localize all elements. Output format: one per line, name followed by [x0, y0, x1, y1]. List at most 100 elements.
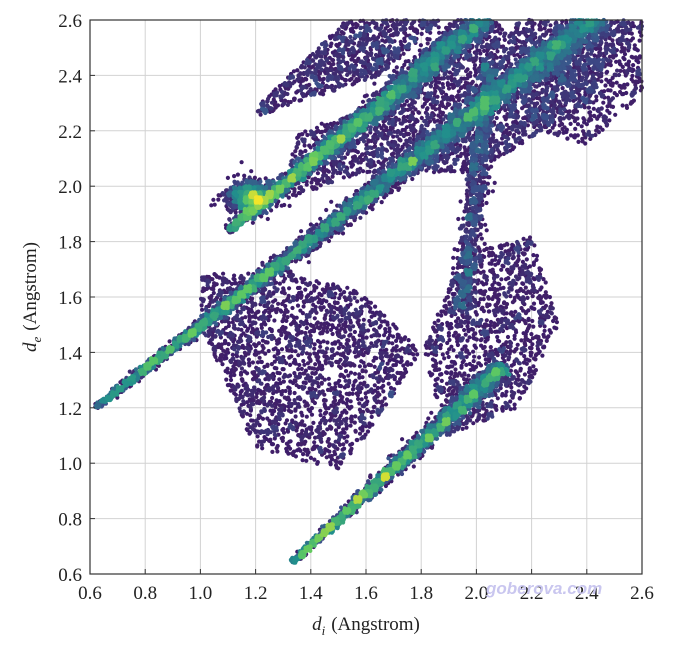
- data-point: [269, 100, 275, 105]
- data-point: [383, 483, 388, 489]
- data-point: [530, 369, 535, 374]
- data-point: [326, 356, 331, 361]
- data-point: [456, 216, 461, 222]
- data-point: [449, 359, 454, 364]
- data-point: [512, 349, 517, 354]
- data-point: [605, 104, 610, 109]
- data-point: [366, 362, 371, 367]
- data-point: [223, 331, 228, 336]
- data-point: [602, 89, 607, 94]
- data-point: [312, 185, 317, 190]
- data-point: [552, 315, 557, 320]
- data-point: [353, 354, 358, 359]
- data-point: [438, 103, 443, 108]
- data-point: [336, 323, 342, 328]
- data-point: [255, 444, 260, 449]
- data-point: [464, 69, 469, 74]
- data-point: [337, 328, 342, 334]
- data-point: [253, 430, 258, 435]
- data-point: [373, 304, 378, 309]
- data-point: [233, 281, 239, 286]
- data-point: [549, 100, 554, 105]
- data-point: [358, 215, 363, 220]
- data-point: [309, 406, 314, 411]
- data-point: [286, 293, 291, 298]
- data-point: [479, 224, 484, 229]
- data-point: [219, 342, 224, 347]
- data-point: [339, 335, 344, 340]
- data-point: [323, 447, 328, 452]
- data-point: [386, 381, 391, 386]
- data-point: [285, 102, 290, 107]
- data-point: [437, 30, 442, 35]
- data-point: [270, 442, 276, 447]
- data-point: [228, 377, 234, 383]
- data-point: [454, 323, 459, 328]
- data-point: [292, 371, 297, 376]
- data-point: [327, 443, 332, 449]
- data-point: [316, 128, 321, 134]
- data-point: [607, 118, 612, 123]
- data-point: [305, 321, 310, 326]
- data-point: [292, 189, 297, 194]
- data-point: [293, 278, 298, 283]
- data-point: [425, 106, 430, 111]
- data-point: [461, 160, 466, 165]
- data-point: [447, 70, 452, 75]
- data-point: [485, 337, 490, 342]
- data-point: [558, 116, 563, 121]
- data-point: [522, 318, 527, 323]
- data-point: [258, 112, 263, 117]
- data-point: [287, 355, 292, 360]
- data-point: [287, 389, 292, 394]
- data-point: [247, 361, 252, 366]
- data-point: [392, 387, 397, 392]
- data-point: [573, 116, 578, 121]
- data-point: [411, 464, 416, 469]
- data-point: [309, 297, 315, 302]
- data-point: [344, 346, 349, 351]
- data-point: [341, 175, 346, 180]
- data-point: [348, 423, 353, 428]
- data-point: [304, 182, 309, 187]
- data-point: [311, 420, 316, 425]
- data-point: [530, 306, 535, 311]
- data-point: [334, 31, 340, 36]
- data-point: [309, 227, 314, 232]
- data-point: [343, 358, 349, 363]
- data-point: [360, 369, 365, 374]
- data-point: [451, 266, 456, 271]
- data-point: [348, 442, 353, 447]
- data-point: [512, 406, 517, 411]
- data-point: [353, 428, 358, 433]
- data-point: [273, 346, 278, 351]
- data-point: [444, 160, 449, 165]
- data-point: [386, 336, 391, 341]
- data-point: [344, 410, 349, 415]
- data-point: [312, 308, 317, 313]
- data-point: [457, 371, 462, 376]
- data-point: [519, 378, 524, 383]
- data-point: [383, 327, 388, 332]
- data-point: [225, 280, 230, 285]
- data-point: [313, 176, 318, 181]
- data-point: [470, 364, 475, 369]
- data-point: [371, 153, 376, 159]
- data-point: [594, 128, 599, 133]
- data-point: [348, 320, 353, 325]
- data-point: [357, 431, 363, 436]
- data-point: [296, 141, 301, 146]
- data-point: [271, 299, 276, 304]
- data-point: [352, 371, 358, 376]
- data-point: [369, 414, 374, 419]
- data-point: [320, 176, 325, 181]
- data-point: [340, 373, 345, 378]
- data-point: [567, 116, 572, 121]
- data-point: [404, 33, 409, 38]
- data-point: [557, 100, 562, 105]
- data-point: [260, 262, 265, 267]
- data-point: [348, 291, 353, 296]
- data-point: [395, 381, 400, 386]
- data-point: [508, 368, 513, 373]
- data-point: [496, 154, 501, 159]
